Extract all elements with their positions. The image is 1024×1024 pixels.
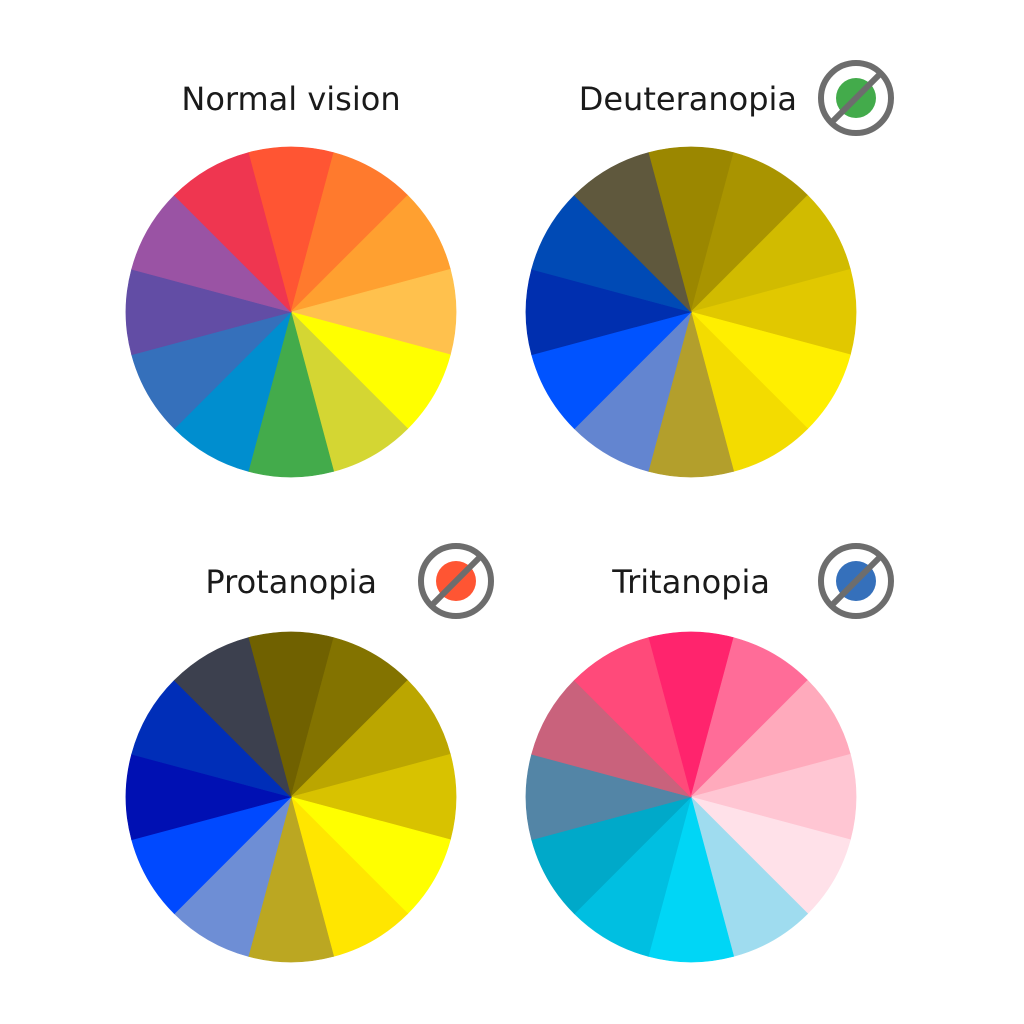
wheel-segment [247, 795, 335, 963]
icon-ring [418, 543, 494, 619]
no-blue-icon [818, 543, 894, 619]
wheel-segment [125, 753, 293, 841]
panel-title: Normal vision [181, 80, 400, 118]
icon-slash [429, 554, 483, 608]
wheel-segment [173, 152, 292, 314]
wheel-segment [689, 268, 857, 356]
wheel-segment [573, 795, 692, 957]
panel-deuteranopia: Deuteranopia [525, 60, 894, 478]
wheel-segment [690, 310, 809, 472]
wheel-segment [525, 753, 693, 841]
wheel-segment [647, 631, 735, 799]
wheel-segment [173, 310, 292, 472]
wheel-segment [247, 146, 335, 314]
panel-title: Protanopia [205, 563, 377, 601]
panel-title: Deuteranopia [579, 80, 797, 118]
wheel-segment [689, 753, 857, 841]
wheel-segment [247, 310, 335, 478]
wheel-segment [289, 796, 451, 915]
panel-protanopia: Protanopia [125, 543, 494, 963]
wheel-segment [647, 146, 735, 314]
wheel-segment [690, 637, 809, 799]
wheel-segment [573, 152, 692, 314]
panel-normal: Normal vision [125, 80, 457, 478]
wheel-segment [525, 268, 693, 356]
icon-ring [818, 60, 894, 136]
wheel-segment [173, 795, 292, 957]
wheel-segment [131, 311, 293, 430]
wheel-segment [531, 311, 693, 430]
wheel-segment [689, 796, 851, 915]
wheel-segment [689, 194, 851, 313]
wheel-segment [131, 194, 293, 313]
wheel-segment [573, 637, 692, 799]
wheel-segment [573, 310, 692, 472]
no-green-icon [818, 60, 894, 136]
wheel-segment [125, 268, 293, 356]
icon-ring [818, 543, 894, 619]
wheel-segment [131, 796, 293, 915]
wheel-segment [689, 679, 851, 798]
wheel-segment [531, 679, 693, 798]
wheel-segment [173, 637, 292, 799]
wheel-segment [690, 152, 809, 314]
wheel-segment [290, 795, 409, 957]
color-wheel [125, 631, 457, 963]
wheel-segment [531, 194, 693, 313]
wheel-segment [131, 679, 293, 798]
wheel-segment [290, 637, 409, 799]
wheel-segment [247, 631, 335, 799]
wheel-segment [289, 753, 457, 841]
no-red-icon [418, 543, 494, 619]
color-wheel [125, 146, 457, 478]
wheel-segment [289, 311, 451, 430]
wheel-segment [690, 795, 809, 957]
wheel-segment [689, 311, 851, 430]
wheel-segment [290, 310, 409, 472]
panel-title: Tritanopia [611, 563, 770, 601]
icon-slash [829, 71, 883, 125]
color-wheel [525, 631, 857, 963]
wheel-segment [531, 796, 693, 915]
wheel-segment [290, 152, 409, 314]
icon-slash [829, 554, 883, 608]
wheel-segment [289, 268, 457, 356]
color-wheel [525, 146, 857, 478]
wheel-segment [647, 310, 735, 478]
panel-tritanopia: Tritanopia [525, 543, 894, 963]
wheel-segment [289, 194, 451, 313]
wheel-segment [289, 679, 451, 798]
wheel-segment [647, 795, 735, 963]
